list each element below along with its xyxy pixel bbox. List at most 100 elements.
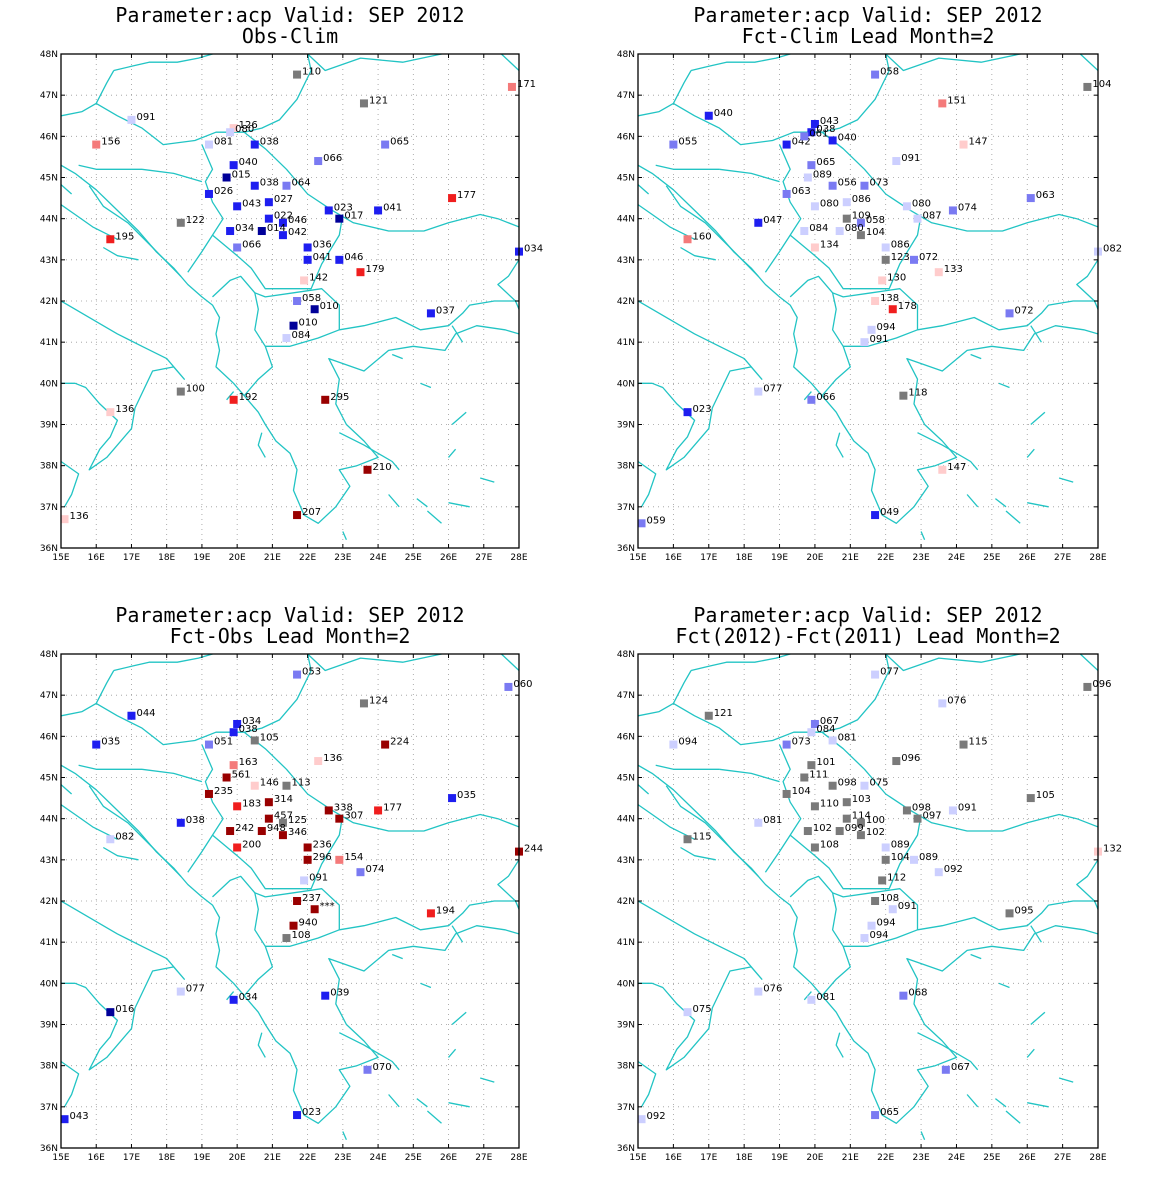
station-label: 034 bbox=[235, 223, 254, 234]
station-marker bbox=[264, 214, 273, 223]
station-label: 307 bbox=[344, 811, 363, 822]
station-label: 110 bbox=[820, 798, 839, 809]
station-label: 124 bbox=[369, 695, 388, 706]
station-marker bbox=[176, 218, 185, 227]
lat-tick-label: 36N bbox=[40, 1144, 58, 1154]
station-label: 047 bbox=[763, 215, 782, 226]
lon-tick-label: 16E bbox=[88, 553, 105, 563]
lat-tick-label: 37N bbox=[617, 1103, 635, 1113]
station-marker bbox=[835, 827, 844, 836]
station-label: 094 bbox=[678, 737, 697, 748]
station-marker bbox=[892, 757, 901, 766]
station-label: 072 bbox=[919, 252, 938, 263]
station-label: 091 bbox=[898, 901, 917, 912]
station-marker bbox=[683, 835, 692, 844]
lon-tick-label: 15E bbox=[52, 553, 69, 563]
station-label: 134 bbox=[820, 239, 839, 250]
station-marker bbox=[910, 855, 918, 864]
lat-tick-label: 47N bbox=[617, 91, 635, 101]
station-marker bbox=[871, 70, 880, 79]
station-label: 014 bbox=[267, 223, 286, 234]
station-label: 126 bbox=[239, 120, 258, 131]
station-label: 094 bbox=[877, 322, 896, 333]
station-marker bbox=[959, 140, 968, 149]
station-label: 038 bbox=[260, 178, 279, 189]
station-label: 156 bbox=[101, 137, 120, 148]
station-marker bbox=[264, 814, 273, 823]
station-label: 235 bbox=[214, 786, 233, 797]
station-label: 160 bbox=[693, 231, 712, 242]
station-label: 091 bbox=[901, 153, 920, 164]
station-label: 074 bbox=[365, 864, 384, 875]
station-marker bbox=[754, 218, 763, 227]
station-marker bbox=[222, 173, 231, 182]
lon-tick-label: 18E bbox=[736, 553, 753, 563]
station-marker bbox=[303, 843, 312, 852]
station-label: 091 bbox=[136, 112, 155, 123]
station-marker bbox=[948, 206, 957, 215]
station-marker bbox=[314, 157, 323, 166]
lon-tick-label: 17E bbox=[123, 1153, 140, 1163]
lon-tick-label: 23E bbox=[913, 553, 930, 563]
station-marker bbox=[264, 798, 273, 807]
station-label: 101 bbox=[816, 757, 835, 768]
station-marker bbox=[229, 761, 238, 770]
station-label: 147 bbox=[947, 462, 966, 473]
station-marker bbox=[800, 132, 809, 141]
station-label: 099 bbox=[845, 823, 864, 834]
station-label: 040 bbox=[714, 108, 733, 119]
lat-tick-label: 39N bbox=[617, 421, 635, 431]
station-marker bbox=[278, 218, 287, 227]
station-marker bbox=[300, 276, 309, 285]
panel-subtitle: Obs-Clim bbox=[242, 24, 338, 48]
station-label: 063 bbox=[792, 186, 811, 197]
lon-tick-label: 28E bbox=[510, 553, 527, 563]
station-label: 242 bbox=[235, 823, 254, 834]
lon-tick-label: 21E bbox=[264, 553, 281, 563]
lat-tick-label: 40N bbox=[40, 379, 58, 389]
lat-tick-label: 42N bbox=[40, 297, 58, 307]
station-label: 086 bbox=[852, 194, 871, 205]
graticule bbox=[61, 654, 519, 1148]
station-marker bbox=[303, 255, 312, 264]
station-marker bbox=[669, 140, 678, 149]
station-marker bbox=[335, 814, 344, 823]
lon-tick-label: 24E bbox=[948, 553, 965, 563]
station-marker bbox=[860, 338, 869, 347]
lat-tick-label: 46N bbox=[40, 132, 58, 142]
station-label: 089 bbox=[813, 170, 832, 181]
station-label: 075 bbox=[869, 778, 888, 789]
station-label: 038 bbox=[260, 137, 279, 148]
station-marker bbox=[106, 235, 115, 244]
panel-title: Parameter:acp Valid: SEP 2012 bbox=[115, 603, 464, 627]
station-label: 207 bbox=[302, 507, 321, 518]
station-marker bbox=[810, 719, 819, 728]
station-label: 066 bbox=[816, 392, 835, 403]
station-marker bbox=[782, 189, 791, 198]
station-marker bbox=[1026, 194, 1035, 203]
station-marker bbox=[892, 157, 901, 166]
station-label: 110 bbox=[302, 67, 321, 78]
lat-tick-label: 45N bbox=[617, 174, 635, 184]
station-label: 940 bbox=[299, 918, 318, 929]
station-marker bbox=[1005, 309, 1014, 318]
station-marker bbox=[807, 128, 816, 137]
lat-tick-label: 46N bbox=[617, 732, 635, 742]
station-marker bbox=[948, 806, 957, 815]
station-label: 046 bbox=[344, 252, 363, 263]
station-label: 142 bbox=[309, 272, 328, 283]
lat-tick-label: 38N bbox=[617, 1062, 635, 1072]
station-marker bbox=[881, 243, 890, 252]
station-marker bbox=[842, 814, 851, 823]
station-label: 041 bbox=[313, 252, 332, 263]
station-label: 121 bbox=[714, 708, 733, 719]
station-marker bbox=[293, 1111, 302, 1120]
lat-tick-label: 40N bbox=[40, 979, 58, 989]
station-marker bbox=[289, 321, 298, 330]
station-marker bbox=[226, 827, 235, 836]
lat-tick-label: 43N bbox=[617, 856, 635, 866]
station-marker bbox=[282, 934, 291, 943]
station-marker bbox=[226, 227, 235, 236]
lat-tick-label: 42N bbox=[617, 297, 635, 307]
